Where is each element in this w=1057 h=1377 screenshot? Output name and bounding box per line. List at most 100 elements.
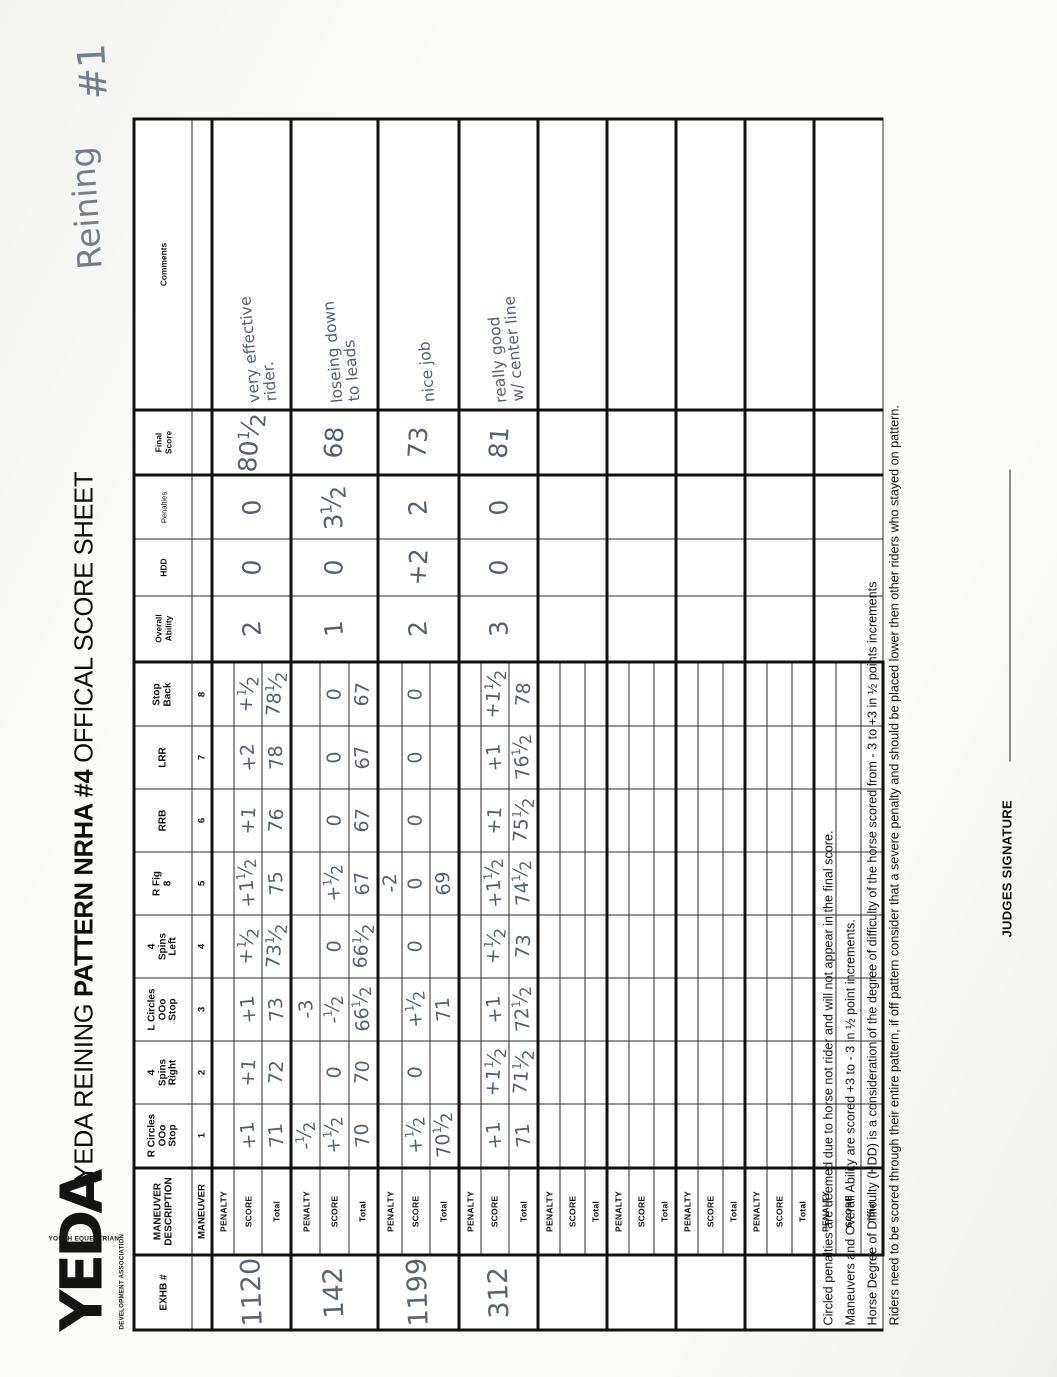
cell-total-m2[interactable]	[429, 1040, 459, 1104]
cell-total-m8[interactable]	[791, 661, 814, 726]
cell-total-m6[interactable]	[653, 788, 676, 852]
cell-score-m6[interactable]	[766, 788, 792, 852]
cell-penalty-m2[interactable]	[744, 1040, 767, 1104]
cell-penalty-m2[interactable]	[377, 1040, 402, 1104]
cell-score-m8[interactable]: 0	[401, 661, 430, 726]
cell-penalty-m7[interactable]	[458, 725, 481, 789]
cell-penalty-m4[interactable]	[377, 914, 402, 978]
cell-total-m2[interactable]	[653, 1040, 676, 1104]
cell-total-m8[interactable]	[653, 661, 676, 726]
cell-total-m5[interactable]	[791, 851, 814, 915]
cell-score-m1[interactable]: +1⁄2	[319, 1103, 348, 1168]
cell-score-m1[interactable]	[697, 1103, 723, 1168]
cell-score-m7[interactable]: 0	[319, 725, 348, 789]
cell-score-m8[interactable]: +11⁄2	[480, 661, 510, 726]
cell-total-m7[interactable]	[791, 725, 814, 789]
cell-penalty-m8[interactable]	[675, 661, 698, 726]
cell-total-m7[interactable]: 67	[348, 725, 378, 789]
cell-score-m8[interactable]	[766, 661, 792, 726]
exhb-number-6[interactable]	[606, 1254, 676, 1330]
cell-penalty-m5[interactable]	[537, 851, 560, 915]
cell-final-score[interactable]: 801⁄2	[211, 409, 291, 475]
cell-total-m5[interactable]: 741⁄2	[508, 851, 538, 915]
cell-overall-ability[interactable]	[606, 595, 676, 662]
cell-penalty-m7[interactable]	[675, 725, 698, 789]
cell-penalty-m2[interactable]	[675, 1040, 698, 1104]
cell-penalty-m2[interactable]	[537, 1040, 560, 1104]
cell-total-m5[interactable]	[584, 851, 607, 915]
cell-hdd[interactable]	[606, 538, 676, 596]
cell-penalties[interactable]: 0	[211, 474, 291, 539]
cell-score-m1[interactable]	[766, 1103, 792, 1168]
cell-comments[interactable]: very effective rider.	[211, 118, 291, 410]
cell-total-m3[interactable]	[791, 977, 814, 1041]
cell-score-m1[interactable]	[559, 1103, 585, 1168]
cell-penalty-m4[interactable]	[290, 914, 320, 978]
cell-penalty-m3[interactable]	[744, 977, 767, 1041]
cell-total-m8[interactable]: 78	[508, 661, 538, 726]
cell-score-m3[interactable]: +1⁄2	[401, 977, 430, 1041]
cell-total-m3[interactable]: 71	[429, 977, 459, 1041]
cell-penalty-m6[interactable]	[537, 788, 560, 852]
cell-score-m4[interactable]	[559, 914, 585, 978]
cell-score-m3[interactable]: +1	[480, 977, 509, 1041]
cell-score-m2[interactable]: 0	[319, 1040, 348, 1104]
cell-total-m1[interactable]: 701⁄2	[429, 1103, 459, 1168]
cell-total-m1[interactable]	[653, 1103, 676, 1168]
exhb-number-8[interactable]	[744, 1254, 814, 1330]
cell-total-m8[interactable]: 781⁄2	[261, 661, 291, 726]
cell-penalty-m3[interactable]	[377, 977, 402, 1041]
cell-score-m7[interactable]: +1	[480, 725, 509, 789]
cell-penalty-m8[interactable]	[458, 661, 481, 726]
cell-score-m4[interactable]	[766, 914, 792, 978]
cell-total-m7[interactable]: 761⁄2	[508, 725, 538, 789]
cell-score-m3[interactable]	[628, 977, 654, 1041]
cell-score-m5[interactable]	[628, 851, 654, 915]
cell-total-m2[interactable]	[791, 1040, 814, 1104]
cell-score-m2[interactable]	[697, 1040, 723, 1104]
cell-penalty-m2[interactable]	[290, 1040, 320, 1104]
cell-total-m4[interactable]: 731⁄2	[261, 914, 291, 978]
cell-score-m4[interactable]: +1⁄2	[233, 914, 262, 978]
cell-score-m3[interactable]	[697, 977, 723, 1041]
exhb-number-1[interactable]: 1120	[211, 1254, 291, 1330]
cell-penalty-m4[interactable]	[606, 914, 629, 978]
cell-total-m6[interactable]	[584, 788, 607, 852]
cell-penalty-m5[interactable]	[458, 851, 481, 915]
cell-score-m7[interactable]	[766, 725, 792, 789]
cell-score-m1[interactable]: +1	[480, 1103, 509, 1168]
cell-penalty-m8[interactable]	[744, 661, 767, 726]
cell-penalty-m7[interactable]	[606, 725, 629, 789]
cell-penalty-m3[interactable]: -3	[290, 977, 320, 1041]
cell-score-m7[interactable]	[628, 725, 654, 789]
cell-total-m7[interactable]	[653, 725, 676, 789]
cell-penalties[interactable]	[537, 474, 607, 539]
cell-penalty-m4[interactable]	[675, 914, 698, 978]
cell-final-score[interactable]: 81	[458, 409, 538, 475]
cell-penalty-m7[interactable]	[537, 725, 560, 789]
exhb-number-3[interactable]: 1199	[377, 1254, 459, 1330]
cell-total-m5[interactable]	[653, 851, 676, 915]
cell-total-m3[interactable]	[584, 977, 607, 1041]
cell-overall-ability[interactable]: 3	[458, 595, 538, 662]
cell-overall-ability[interactable]	[675, 595, 745, 662]
cell-final-score[interactable]	[675, 409, 745, 475]
cell-total-m4[interactable]	[584, 914, 607, 978]
cell-score-m1[interactable]	[628, 1103, 654, 1168]
cell-total-m7[interactable]	[584, 725, 607, 789]
cell-score-m8[interactable]	[559, 661, 585, 726]
cell-score-m7[interactable]	[559, 725, 585, 789]
cell-total-m4[interactable]	[722, 914, 745, 978]
cell-score-m8[interactable]: +1⁄2	[233, 661, 262, 726]
cell-total-m5[interactable]: 75	[261, 851, 291, 915]
cell-score-m4[interactable]	[628, 914, 654, 978]
cell-final-score[interactable]	[537, 409, 607, 475]
cell-total-m6[interactable]	[791, 788, 814, 852]
cell-total-m5[interactable]: 69	[429, 851, 459, 915]
cell-penalty-m1[interactable]	[377, 1103, 402, 1168]
cell-score-m6[interactable]: 0	[401, 788, 430, 852]
cell-score-m6[interactable]	[628, 788, 654, 852]
cell-penalty-m8[interactable]	[606, 661, 629, 726]
cell-overall-ability[interactable]	[744, 595, 814, 662]
cell-score-m3[interactable]: -1⁄2	[319, 977, 348, 1041]
